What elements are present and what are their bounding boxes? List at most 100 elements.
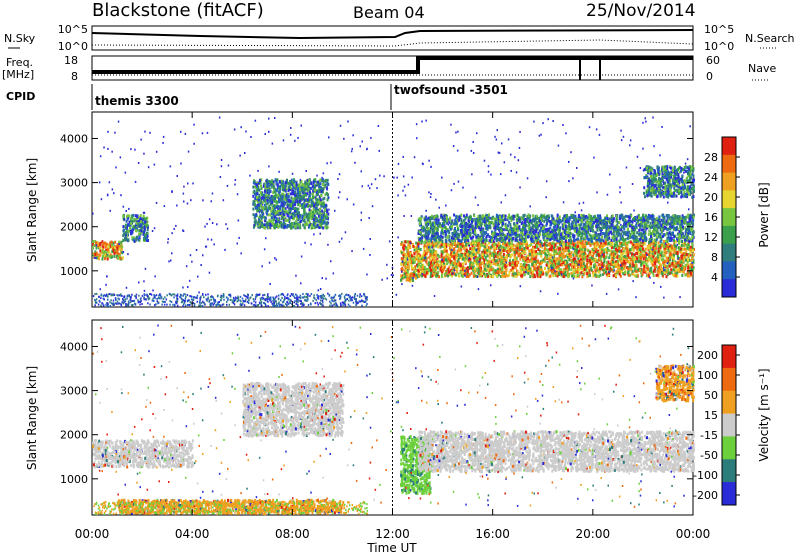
scatter-point [534,259,537,263]
scatter-point [508,273,511,277]
scatter-point [645,263,648,266]
scatter-point [426,267,429,271]
scatter-point [111,245,114,248]
scatter-point [420,260,423,264]
scatter-point [488,271,491,275]
scatter-point [511,266,514,270]
scatter-point [408,260,411,264]
scatter-point [312,196,314,200]
scatter-point [299,192,302,196]
scatter-point [542,258,545,262]
scatter-point [615,262,618,266]
scatter-point [407,243,410,247]
scatter-point [313,226,316,230]
scatter-point [287,186,290,190]
scatter-point [273,199,276,203]
scatter-point [256,203,259,207]
scatter-point [472,253,475,256]
scatter-point [265,202,268,206]
scatter-point [462,257,464,261]
scatter-point [265,193,268,197]
scatter-point [485,251,488,255]
scatter-point [315,207,318,211]
scatter-point [271,179,274,183]
scatter-point [278,188,281,192]
scatter-point [297,192,299,196]
cpid-segment-2: twofsound -3501 [394,83,508,97]
scatter-point [276,186,279,190]
scatter-point [306,198,309,202]
scatter-point [280,225,283,229]
scatter-point [275,219,277,223]
scatter-point [647,267,650,271]
scatter-point [615,251,618,254]
scatter-point [644,247,647,251]
scatter-point [671,255,674,259]
scatter-point [649,254,652,258]
scatter-point [606,274,609,278]
scatter-point [403,244,406,248]
scatter-point [492,252,495,256]
scatter-point [470,254,473,258]
scatter-point [314,216,317,220]
scatter-point [525,255,528,259]
scatter-point [618,269,621,273]
scatter-point [519,246,522,250]
scatter-point [626,241,628,245]
scatter-point [294,192,297,196]
scatter-point [129,219,132,223]
station-title: Blackstone (fitACF) [92,0,264,21]
scatter-point [511,269,514,273]
scatter-point [659,270,662,274]
scatter-point [322,201,325,205]
freq-unit: [MHz] [2,68,34,81]
scatter-point [306,188,309,192]
scatter-point [674,240,677,244]
scatter-point [279,210,282,213]
scatter-point [566,253,569,256]
scatter-point [654,246,657,250]
scatter-point [585,242,588,246]
scatter-point [617,271,620,275]
scatter-point [576,270,579,274]
scatter-point [669,258,672,262]
scatter-point [126,217,129,221]
scatter-point [141,226,144,230]
scatter-point [277,225,280,229]
scatter-point [536,244,539,248]
scatter-point [257,185,260,189]
scatter-point [132,237,135,241]
scatter-point [642,257,645,261]
scatter-point [539,271,541,275]
scatter-point [276,212,279,216]
scatter-point [576,248,578,252]
scatter-point [574,257,577,261]
scatter-point [263,182,266,186]
scatter-point [271,202,274,206]
scatter-point [474,252,477,256]
scatter-point [415,255,418,259]
scatter-point [318,218,321,222]
scatter-point [608,256,611,260]
scatter-point [256,192,259,196]
scatter-point [272,195,275,199]
scatter-point [293,211,296,215]
scatter-point [674,272,677,276]
scatter-point [252,194,255,198]
scatter-point [615,241,618,245]
scatter-point [433,258,436,262]
scatter-point [302,223,305,227]
scatter-point [489,256,492,260]
scatter-point [302,196,305,199]
scatter-point [285,211,288,215]
scatter-point [576,274,579,277]
scatter-point [407,266,410,270]
scatter-point [672,272,674,276]
scatter-point [260,178,263,182]
scatter-point [650,251,653,255]
scatter-point [297,203,300,207]
scatter-point [665,259,668,263]
scatter-point [292,200,295,204]
scatter-point [263,193,266,197]
scatter-point [303,215,306,219]
